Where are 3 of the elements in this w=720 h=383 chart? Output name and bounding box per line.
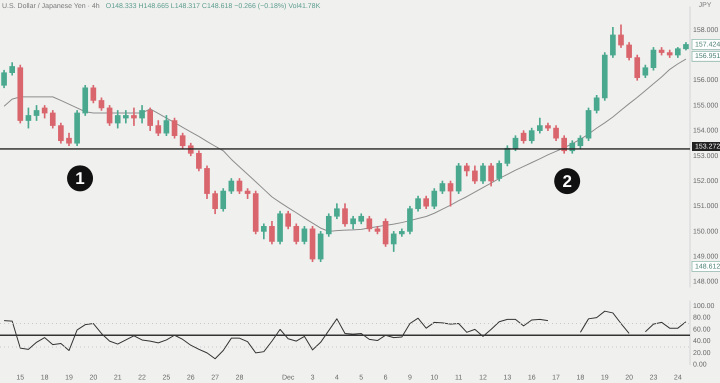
annotation: 2 [562, 172, 572, 191]
candlestick [131, 108, 137, 126]
annotation: 1 [75, 169, 85, 188]
